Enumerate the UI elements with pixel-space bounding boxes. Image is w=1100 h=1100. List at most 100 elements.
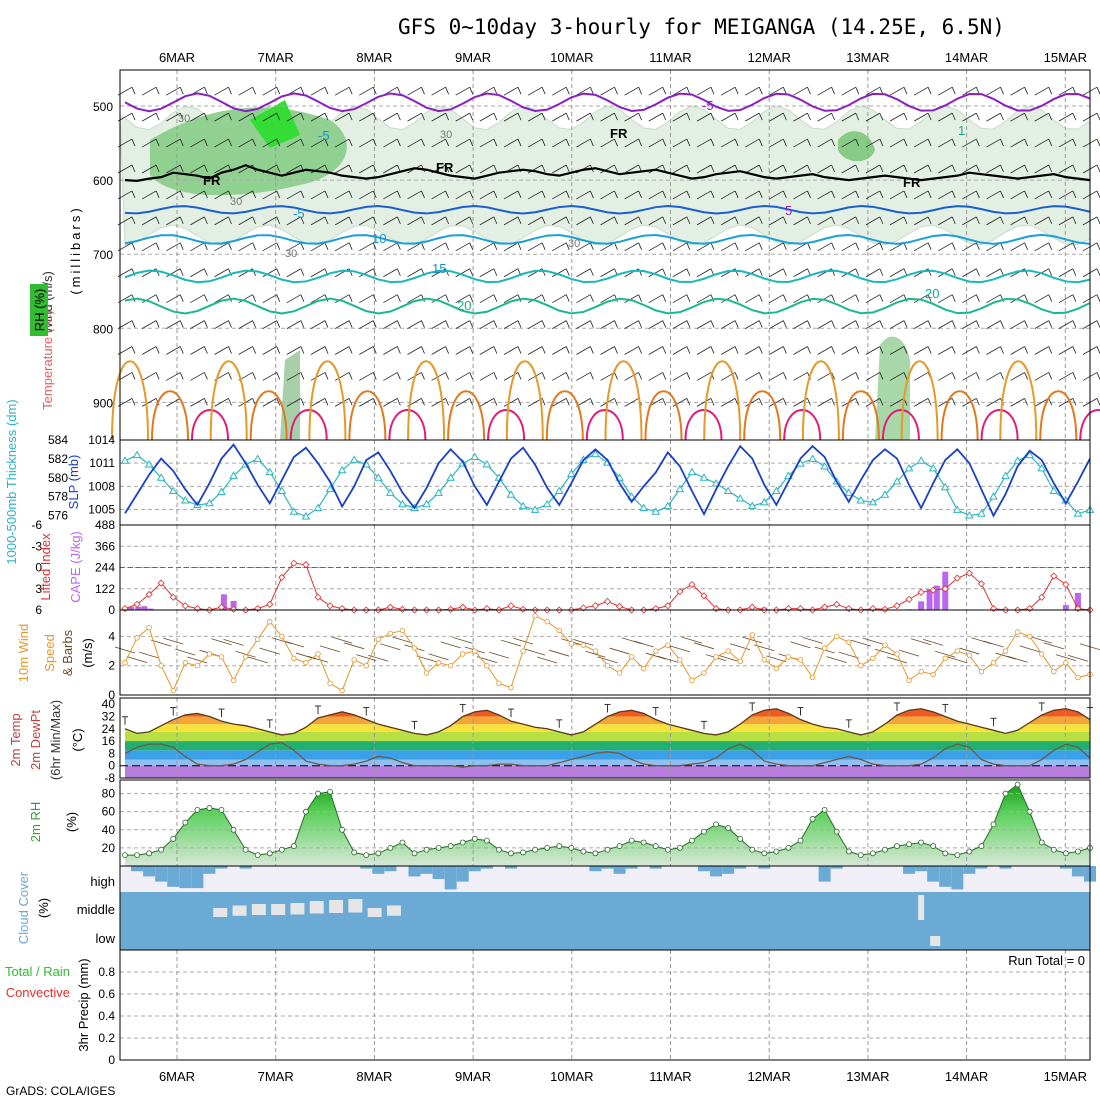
wind-barb xyxy=(850,639,871,647)
wind-barb xyxy=(600,268,615,278)
wind-barb-flag xyxy=(276,294,281,302)
wind-barb xyxy=(624,190,639,200)
rh-point xyxy=(676,844,683,851)
wind-barb xyxy=(865,138,881,148)
wind-barb-flag xyxy=(638,372,642,380)
rh-axis-label-group: RH (%) xyxy=(30,284,48,336)
wind-barb xyxy=(696,268,712,278)
warm-isotherm-arc xyxy=(209,360,248,441)
wind-speed-point xyxy=(267,619,273,625)
wind-barb xyxy=(549,649,570,657)
wind-barb xyxy=(334,112,350,122)
wind-barb xyxy=(817,138,832,148)
wind-barb-flag xyxy=(1000,346,1004,354)
wind-barb-flag xyxy=(445,346,449,354)
wind-barb xyxy=(720,294,736,304)
lifted-index-point xyxy=(193,605,201,613)
thickness-point xyxy=(265,467,275,476)
wind-barb-flag xyxy=(831,112,835,121)
wind-speed-point xyxy=(1039,651,1045,657)
rh-point xyxy=(761,850,768,857)
high-cloud-cell xyxy=(722,866,735,874)
rh-point xyxy=(918,839,925,846)
wind-barb xyxy=(817,112,832,122)
high-cloud-cell xyxy=(408,866,421,877)
wind-barb-flag xyxy=(131,138,136,147)
wind-barb-flag xyxy=(976,190,980,199)
wind-barb-flag xyxy=(831,216,835,225)
wind-barb-flag xyxy=(493,216,498,225)
wind-barb xyxy=(407,242,422,252)
rh-point xyxy=(423,846,430,853)
wind-barb-flag xyxy=(493,320,498,328)
warm-isotherm-arc xyxy=(1039,390,1078,441)
wind-barb xyxy=(310,138,326,148)
wind-barb-flag xyxy=(252,242,256,250)
wind-barb xyxy=(986,398,1001,407)
lifted-index-point xyxy=(338,605,346,613)
wind-barb xyxy=(503,320,519,329)
date-label-bottom: 7MAR xyxy=(258,1069,294,1084)
warm-isotherm-arc xyxy=(881,409,920,441)
wind-barb-flag xyxy=(1072,294,1077,302)
wind-barb xyxy=(745,294,760,304)
thickness-point xyxy=(156,473,166,481)
wind-barb xyxy=(841,294,856,304)
wind-barb xyxy=(428,653,449,661)
wind-barb xyxy=(720,112,736,122)
wind-speed-point xyxy=(351,657,357,663)
wind-barb-flag xyxy=(469,216,474,225)
high-cloud-cell xyxy=(999,866,1012,869)
wind-barb-flag xyxy=(1072,398,1077,406)
lifted-index-point xyxy=(507,602,515,610)
rh-point xyxy=(1062,850,1069,857)
wind-barb-flag xyxy=(783,372,787,380)
wind-barb xyxy=(238,294,253,304)
wind-barb-flag xyxy=(879,190,884,199)
wind-barb xyxy=(841,86,856,96)
wind-barb xyxy=(938,86,953,96)
rh-point xyxy=(1002,790,1009,797)
wind-barb xyxy=(479,138,495,148)
wind-barb xyxy=(1058,372,1074,381)
wind-barb-flag xyxy=(493,294,498,302)
cape-bar xyxy=(933,585,940,610)
wind-barb-flag xyxy=(565,190,570,199)
wind-barb-flag xyxy=(590,346,594,354)
date-axis-top: 6MAR 7MAR 8MAR 9MAR 10MAR 11MAR 12MAR 13MAR 14MA… xyxy=(159,50,1087,65)
wind-barb xyxy=(431,372,446,381)
wind-barb-flag xyxy=(710,138,715,147)
wind-barb xyxy=(672,372,688,381)
wind-barb-flag xyxy=(831,138,835,147)
wind-barb xyxy=(503,86,519,96)
wind-barb-flag xyxy=(204,242,208,250)
wind-barb xyxy=(455,138,470,148)
wind-barb-flag xyxy=(300,320,305,328)
wind-barb xyxy=(214,346,229,355)
high-cloud-cell xyxy=(432,866,445,879)
rh-point xyxy=(520,849,526,856)
wind-speed-point xyxy=(870,655,876,662)
wind-barb-flag xyxy=(517,87,522,95)
lifted-index-point xyxy=(700,592,708,600)
wind-barb xyxy=(624,112,639,122)
wind-barb xyxy=(576,346,591,355)
freezing-level-label: FR xyxy=(610,126,628,141)
lifted-index-point xyxy=(929,586,937,594)
rh2m-unit: (%) xyxy=(64,812,79,832)
wind-barb-flag xyxy=(300,294,305,302)
thickness-point xyxy=(904,463,914,472)
wind-barb xyxy=(745,346,760,355)
thickness-point xyxy=(1025,450,1035,459)
wind-barb-flag xyxy=(951,190,956,199)
wind-barb-flag xyxy=(758,294,763,302)
isotherm-label: 20 xyxy=(457,298,471,313)
thickness-point xyxy=(663,501,673,510)
wind-speed-point xyxy=(628,654,635,660)
wind-barb-flag xyxy=(783,242,787,250)
mid-cloud-gap xyxy=(290,903,305,915)
wind-barb xyxy=(190,190,205,200)
wind-barb xyxy=(1010,372,1025,381)
wind-barb-flag xyxy=(300,242,305,250)
